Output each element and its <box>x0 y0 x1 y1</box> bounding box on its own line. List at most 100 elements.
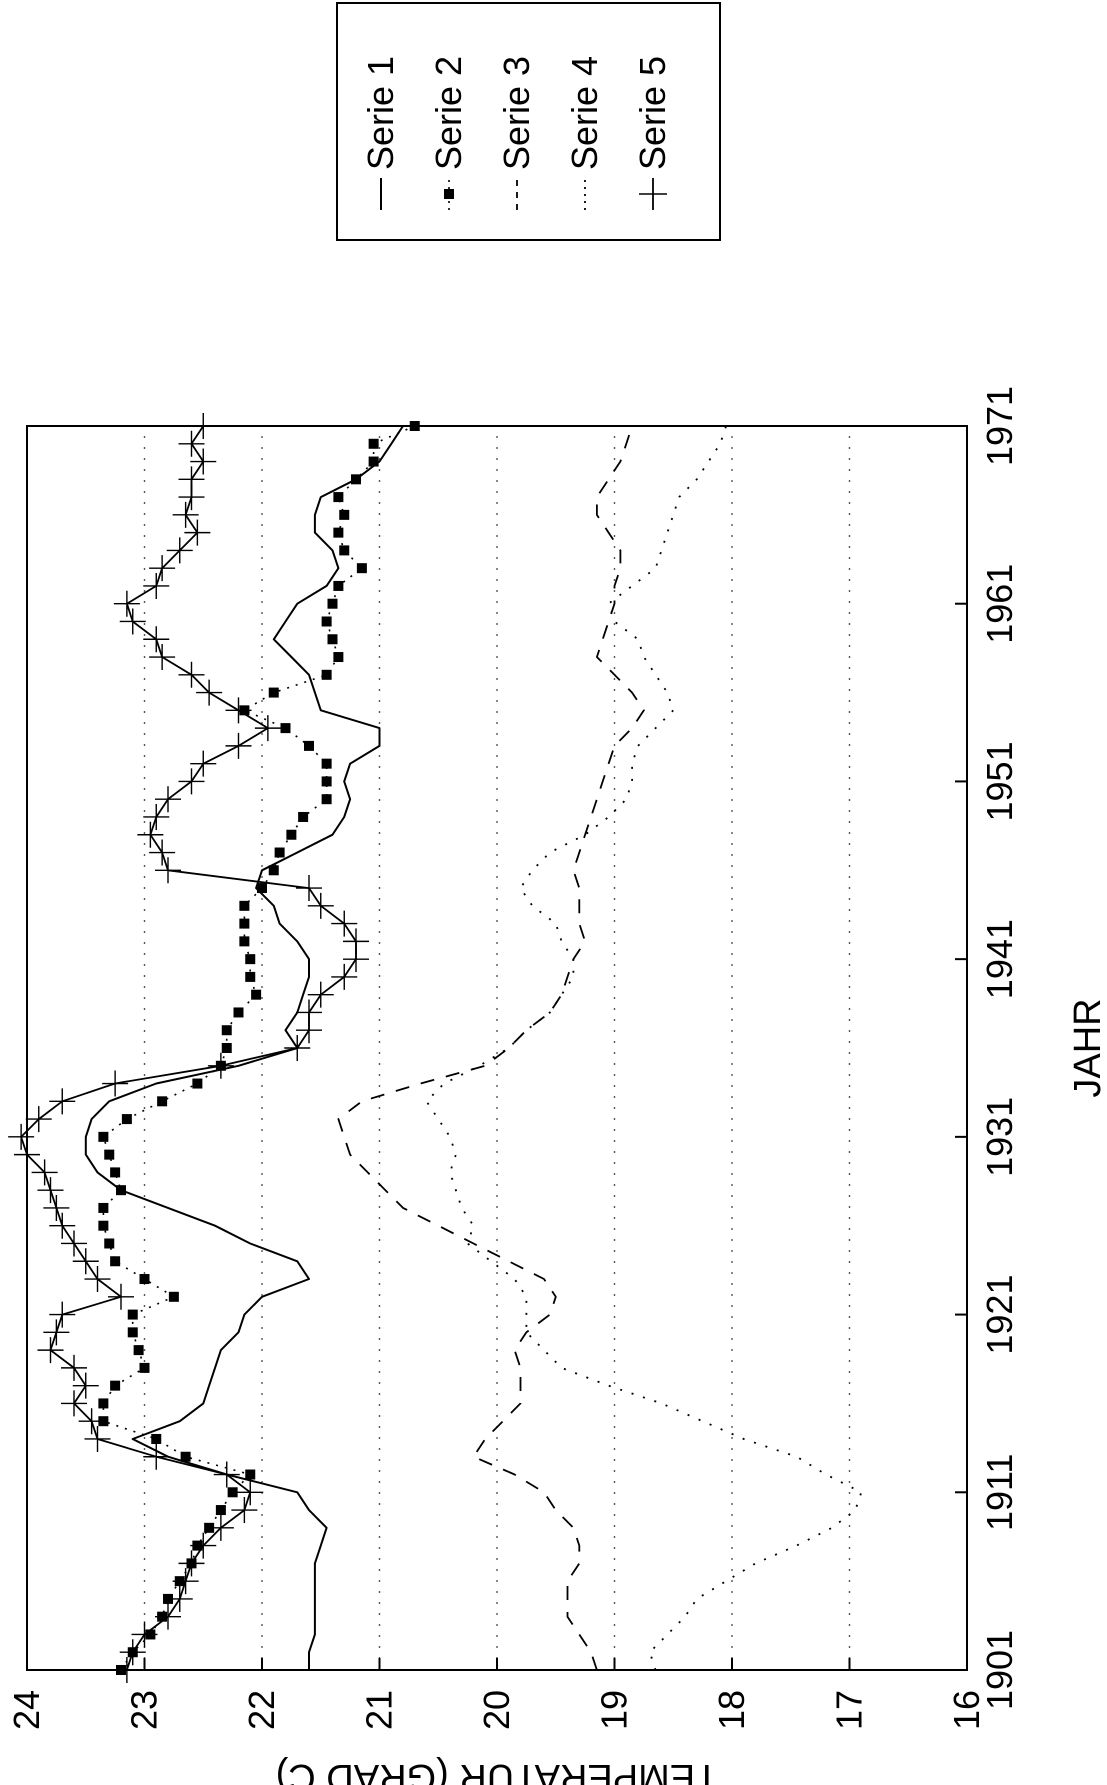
x-tick-label: 1921 <box>979 1275 1020 1355</box>
series-2-point <box>274 847 285 858</box>
series-2-point <box>333 580 344 591</box>
series-2-point <box>227 1487 238 1498</box>
series-2-point <box>304 740 314 751</box>
x-tick-label: 1961 <box>979 564 1020 644</box>
series-2-point <box>151 1433 162 1444</box>
series-5-point <box>190 1532 217 1559</box>
series-2-point <box>221 1043 232 1053</box>
series-2-point <box>215 1505 226 1516</box>
series-5-point <box>61 1354 87 1381</box>
series-5-point <box>190 448 217 475</box>
series-5-point <box>78 1408 105 1435</box>
y-tick-label: 21 <box>359 1690 400 1730</box>
series-2-point <box>127 1327 138 1338</box>
series-2-point <box>327 598 338 609</box>
series-5-point <box>43 1194 70 1221</box>
legend-label-3: Serie 3 <box>496 56 537 170</box>
x-axis-title: JAHR <box>1067 998 1107 1097</box>
series-5-point <box>196 679 223 706</box>
series-2-point <box>110 1256 121 1267</box>
series-5-point <box>25 1106 52 1133</box>
series-2-point <box>286 829 297 840</box>
y-axis-ticks: 16 17 18 19 20 21 22 23 24 <box>6 1658 987 1730</box>
series-group <box>8 413 863 1683</box>
series-2-point <box>339 545 350 556</box>
series-2-point <box>116 1185 126 1196</box>
series-2-point <box>110 1380 121 1391</box>
y-tick-label: 20 <box>476 1690 517 1730</box>
legend-label-5: Serie 5 <box>632 56 673 170</box>
series-5-point <box>61 1230 87 1257</box>
series-2-point <box>351 474 361 485</box>
y-axis-title: TEMPERATUR (GRAD C) <box>276 1756 719 1785</box>
series-5-point <box>37 1177 64 1204</box>
series-5-point <box>172 501 199 528</box>
series-5-point <box>331 963 358 990</box>
legend-box <box>336 2 721 241</box>
series-5-point <box>84 1425 111 1452</box>
legend-label-1: Serie 1 <box>360 56 401 170</box>
series-5-point <box>119 608 146 635</box>
series-2-point <box>104 1238 115 1249</box>
y-tick-label: 19 <box>594 1690 635 1730</box>
y-tick-label: 18 <box>711 1690 752 1730</box>
series-2-point <box>333 652 344 663</box>
x-tick-label: 1941 <box>979 919 1020 999</box>
series-2-point <box>221 1025 232 1036</box>
y-tick-label: 17 <box>829 1690 870 1730</box>
series-5-point <box>108 1283 134 1310</box>
series-5-point <box>307 981 334 1008</box>
series-2-point <box>321 776 332 787</box>
legend: Serie 1 Serie 2 Serie 3 Serie 4 Serie 5 <box>336 2 721 241</box>
series-2-point <box>133 1345 144 1356</box>
series-5-point <box>113 590 140 617</box>
series-2-point <box>192 1078 203 1089</box>
series-2-point <box>298 811 309 822</box>
series-2-point <box>280 723 291 734</box>
y-tick-label: 23 <box>124 1690 165 1730</box>
series-2-point <box>321 616 332 627</box>
series-5-point <box>343 928 369 955</box>
series-5-point <box>149 555 176 582</box>
series-5-point <box>155 857 181 884</box>
series-5-point <box>225 732 252 759</box>
y-tick-label: 24 <box>6 1690 47 1730</box>
series-5-point <box>254 715 281 742</box>
series-5-point <box>213 1461 240 1488</box>
x-tick-label: 1901 <box>979 1630 1020 1710</box>
series-5-point <box>296 875 322 902</box>
series-2-point <box>139 1274 150 1285</box>
series-2-point <box>98 1202 109 1213</box>
series-2-point <box>368 456 379 467</box>
series-5-point <box>149 839 176 866</box>
series-2-point <box>356 563 367 574</box>
series-2-point <box>104 1149 115 1160</box>
series-2-point <box>321 794 332 805</box>
legend-marker-2 <box>444 189 454 199</box>
series-2-point <box>268 687 279 698</box>
series-5 <box>8 413 369 1683</box>
series-2-point <box>245 1469 256 1480</box>
series-5-point <box>166 1585 193 1612</box>
series-5-point <box>178 466 205 493</box>
series-5-point <box>166 537 193 564</box>
series-5-point <box>190 750 217 777</box>
series-2-point <box>139 1362 150 1373</box>
series-5-point <box>119 1639 146 1666</box>
legend-label-2: Serie 2 <box>428 56 469 170</box>
series-2-point <box>157 1096 168 1107</box>
series-2-point <box>321 758 332 769</box>
series-5-point <box>143 626 170 653</box>
series-3 <box>337 425 645 1671</box>
series-5-point <box>8 1123 35 1150</box>
series-5-point <box>237 1479 264 1506</box>
series-2-point <box>98 1398 109 1409</box>
legend-label-4: Serie 4 <box>564 56 605 170</box>
series-5-point <box>84 1266 111 1293</box>
series-5-point <box>143 1443 170 1470</box>
series-2-point <box>239 900 250 911</box>
series-2-point <box>268 865 279 876</box>
series-2-point <box>368 438 379 449</box>
series-2-point <box>127 1309 138 1320</box>
